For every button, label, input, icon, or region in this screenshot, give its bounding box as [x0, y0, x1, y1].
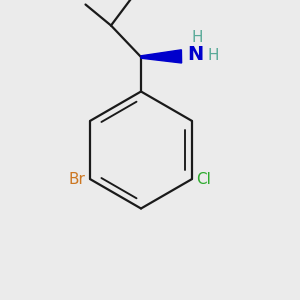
Polygon shape: [141, 50, 182, 63]
Text: Cl: Cl: [196, 172, 211, 187]
Text: Br: Br: [69, 172, 86, 187]
Text: H: H: [207, 48, 219, 63]
Text: N: N: [187, 45, 203, 64]
Text: H: H: [192, 30, 203, 45]
